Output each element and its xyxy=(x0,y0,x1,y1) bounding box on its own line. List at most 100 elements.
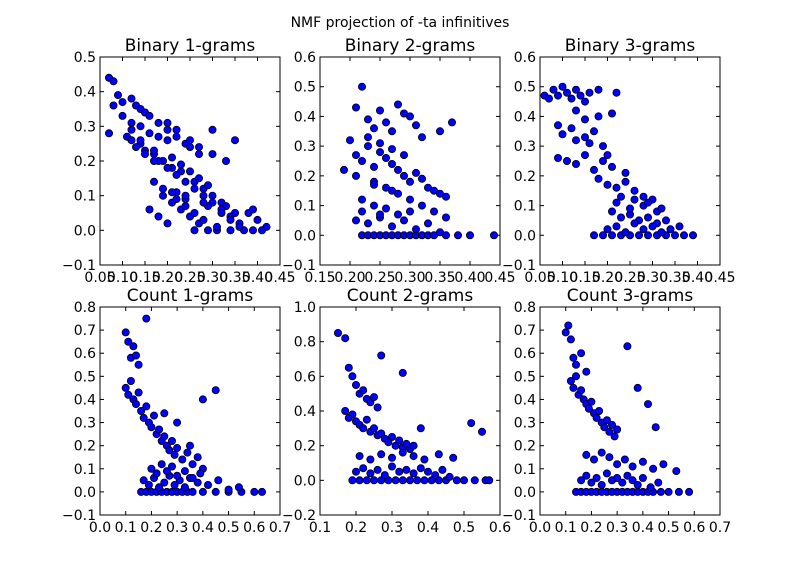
y-tick-label: 0.5 xyxy=(74,50,96,66)
data-point xyxy=(167,153,176,162)
data-point xyxy=(369,201,378,210)
data-point xyxy=(477,427,486,436)
x-tick-label: 0.7 xyxy=(269,520,291,536)
data-point xyxy=(420,476,429,485)
data-point xyxy=(657,228,666,237)
data-point xyxy=(194,150,203,159)
y-tick-label: 0.0 xyxy=(514,228,536,244)
data-point xyxy=(136,122,145,131)
data-point xyxy=(608,231,617,240)
data-point xyxy=(417,174,426,183)
data-point xyxy=(221,156,230,165)
subplot-5: Count 2-grams 0.1 0.2 0.3 0.4 0.5 0.6 −0.2 0.0 0.… xyxy=(282,286,511,536)
data-point xyxy=(387,159,396,168)
data-point xyxy=(355,452,364,461)
data-point xyxy=(449,453,458,462)
data-point xyxy=(572,85,581,94)
x-tick-label: 0.4 xyxy=(192,520,214,536)
data-point xyxy=(351,171,360,180)
data-point xyxy=(649,464,658,473)
data-point xyxy=(465,231,474,240)
data-point xyxy=(590,127,599,136)
data-point xyxy=(235,222,244,231)
data-point xyxy=(395,436,404,445)
data-point xyxy=(250,487,259,496)
data-point xyxy=(405,207,414,216)
data-point xyxy=(584,404,593,413)
data-point xyxy=(644,198,653,207)
data-point xyxy=(183,448,192,457)
data-point xyxy=(599,156,608,165)
data-point xyxy=(131,351,140,360)
data-point xyxy=(582,450,591,459)
y-tick-label: 0.0 xyxy=(74,485,96,501)
y-tick-label: 0.6 xyxy=(514,50,536,66)
x-tick-label: 0.3 xyxy=(381,520,403,536)
data-point xyxy=(126,376,135,385)
y-tick-label: −0.1 xyxy=(62,258,96,274)
y-tick-label: 0.3 xyxy=(74,416,96,432)
data-point xyxy=(190,208,199,217)
data-point xyxy=(600,423,609,432)
data-point xyxy=(626,204,635,213)
data-point xyxy=(344,363,353,372)
data-point xyxy=(118,98,127,107)
data-point xyxy=(163,118,172,127)
data-point xyxy=(160,432,169,441)
data-point xyxy=(149,411,158,420)
data-point xyxy=(377,351,386,360)
data-point xyxy=(628,476,637,485)
data-point xyxy=(452,476,461,485)
data-point xyxy=(211,487,220,496)
data-point xyxy=(441,213,450,222)
data-point xyxy=(656,487,665,496)
data-point xyxy=(366,455,375,464)
x-tick-label: 0.45 xyxy=(264,270,295,286)
x-tick-label: 0.2 xyxy=(580,520,602,536)
x-tick-label: 0.15 xyxy=(569,270,600,286)
data-point xyxy=(366,469,375,478)
data-point xyxy=(129,342,138,351)
data-point xyxy=(351,216,360,225)
subplot-title: Binary 3-grams xyxy=(565,36,696,56)
data-point xyxy=(581,115,590,124)
data-point xyxy=(639,225,648,234)
data-point xyxy=(592,473,601,482)
data-point xyxy=(121,383,130,392)
data-point xyxy=(572,106,581,115)
data-point xyxy=(635,231,644,240)
data-point xyxy=(623,342,632,351)
x-tick-label: 0.2 xyxy=(345,520,367,536)
data-point xyxy=(234,483,243,492)
data-point xyxy=(203,226,212,235)
data-point xyxy=(402,465,411,474)
data-point xyxy=(351,380,360,389)
y-tick-label: 0.2 xyxy=(74,154,96,170)
data-point xyxy=(648,222,657,231)
data-point xyxy=(453,231,462,240)
data-point xyxy=(194,174,203,183)
y-tick-label: 0.4 xyxy=(74,85,96,101)
subplot-title: Count 1-grams xyxy=(127,286,254,306)
data-point xyxy=(190,184,199,193)
data-point xyxy=(188,460,197,469)
data-point xyxy=(198,395,207,404)
data-point xyxy=(124,390,133,399)
y-tick-label: 0.1 xyxy=(294,199,316,215)
data-point xyxy=(587,478,596,487)
x-tick-label: 0.10 xyxy=(547,270,578,286)
data-point xyxy=(576,91,585,100)
data-point xyxy=(208,191,217,200)
x-tick-label: 0.25 xyxy=(614,270,645,286)
data-point xyxy=(226,226,235,235)
data-point xyxy=(572,159,581,168)
data-point xyxy=(357,82,366,91)
data-point xyxy=(630,219,639,228)
data-point xyxy=(393,165,402,174)
data-point xyxy=(612,198,621,207)
x-tick-label: 0.40 xyxy=(682,270,713,286)
data-point xyxy=(181,177,190,186)
data-point xyxy=(351,151,360,160)
data-point xyxy=(217,208,226,217)
